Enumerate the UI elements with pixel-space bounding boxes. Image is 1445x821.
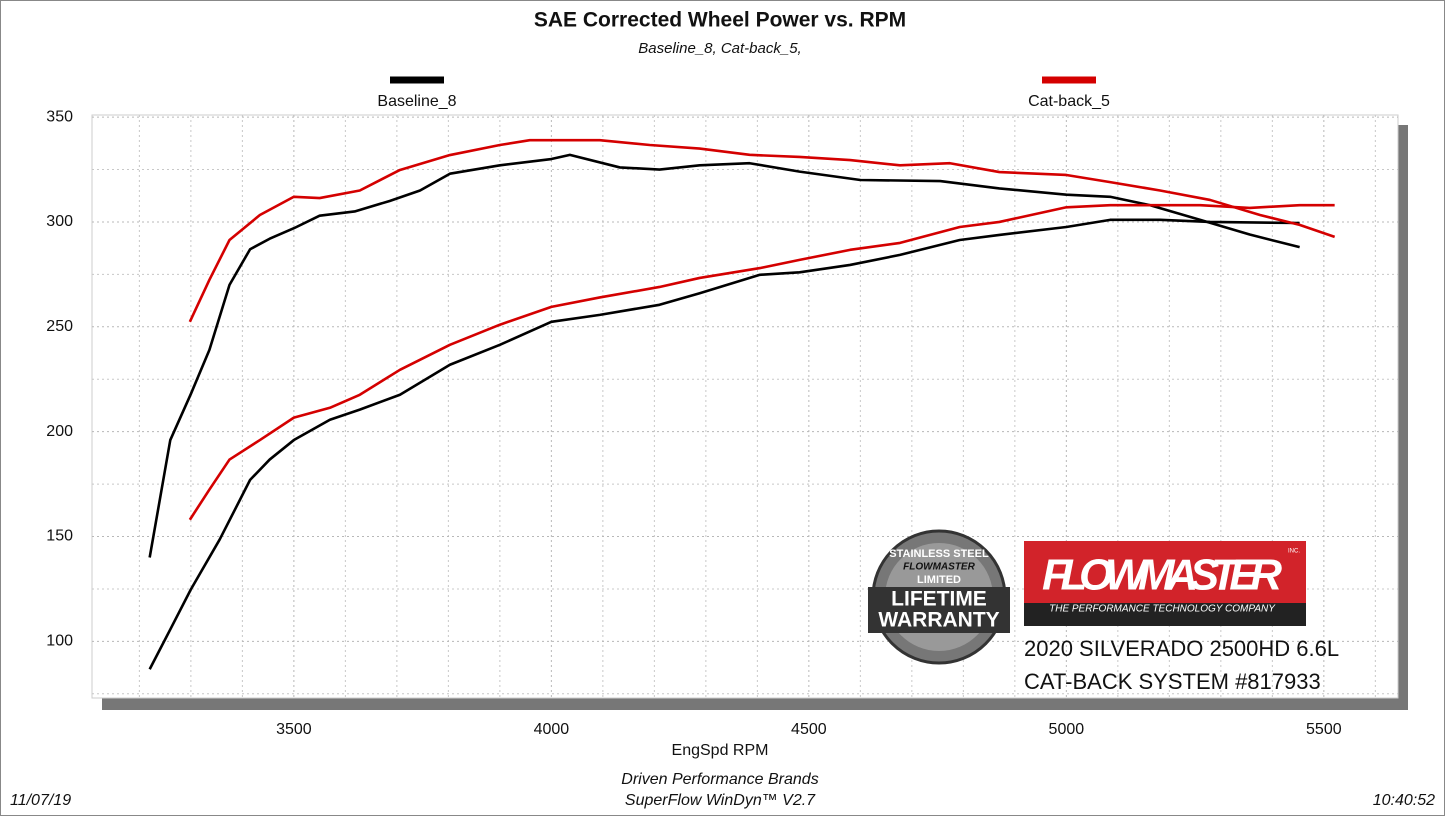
logo-brand: FLOWMASTER	[1042, 551, 1282, 600]
power-curve	[148, 218, 1300, 670]
badge-text: STAINLESS STEEL	[889, 548, 989, 560]
x-tick-label: 4000	[534, 721, 570, 738]
badge-text: FLOWMASTER	[903, 562, 975, 573]
x-tick-label: 4500	[791, 721, 827, 738]
footer-date: 11/07/19	[10, 792, 71, 809]
legend-label: Baseline_8	[377, 93, 456, 110]
chart-title: SAE Corrected Wheel Power vs. RPM	[534, 9, 906, 32]
x-tick-label: 5500	[1306, 721, 1342, 738]
y-tick-label: 200	[46, 423, 73, 440]
x-tick-label: 3500	[276, 721, 312, 738]
caption-line: 2020 SILVERADO 2500HD 6.6L	[1024, 636, 1339, 661]
brand-logo: FLOWMASTER INC. THE PERFORMANCE TECHNOLO…	[1024, 541, 1306, 626]
y-tick-label: 250	[46, 318, 73, 335]
warranty-badge: STAINLESS STEEL FLOWMASTER LIMITED LIFET…	[868, 529, 1010, 665]
footer-line: SuperFlow WinDyn™ V2.7	[625, 792, 816, 809]
badge-text: LIFETIME	[891, 588, 987, 611]
power-curve	[188, 138, 1336, 323]
power-curve	[148, 153, 1300, 558]
y-tick-label: 150	[46, 528, 73, 545]
y-tick-label: 100	[46, 633, 73, 650]
badge-text: WARRANTY	[878, 609, 999, 632]
logo-mark: INC.	[1288, 549, 1300, 555]
x-axis-label: EngSpd RPM	[672, 742, 769, 759]
badge-text: LIMITED	[917, 574, 961, 586]
power-curve	[188, 203, 1335, 521]
x-tick-label: 5000	[1049, 721, 1085, 738]
caption-line: CAT-BACK SYSTEM #817933	[1024, 669, 1321, 694]
logo-band	[1024, 603, 1306, 626]
legend-label: Cat-back_5	[1028, 93, 1110, 110]
y-tick-label: 350	[46, 108, 73, 125]
chart-subtitle: Baseline_8, Cat-back_5,	[638, 40, 801, 57]
y-tick-label: 300	[46, 213, 73, 230]
badge-band	[868, 587, 1010, 633]
footer-time: 10:40:52	[1373, 792, 1435, 809]
footer-line: Driven Performance Brands	[621, 771, 818, 788]
logo-tagline: THE PERFORMANCE TECHNOLOGY COMPANY	[1049, 604, 1276, 615]
